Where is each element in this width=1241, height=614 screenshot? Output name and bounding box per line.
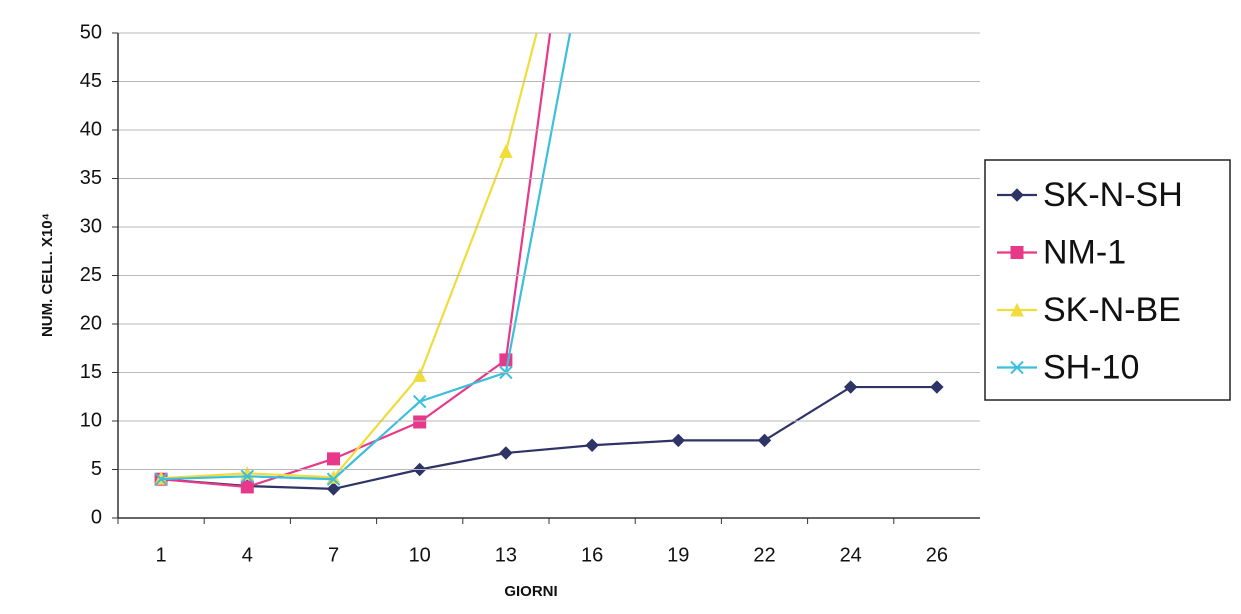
- marker: [412, 368, 427, 382]
- x-tick-label: 1: [156, 544, 167, 566]
- y-tick-label: 25: [80, 264, 102, 286]
- marker: [930, 380, 944, 394]
- marker: [412, 394, 427, 409]
- marker: [1010, 188, 1024, 202]
- y-tick-label: 20: [80, 312, 102, 334]
- y-tick-label: 10: [80, 409, 102, 431]
- marker: [1010, 360, 1024, 375]
- marker: [1010, 302, 1024, 317]
- y-tick-label: 5: [91, 458, 102, 480]
- series-line: [161, 33, 552, 489]
- y-tick-label: 35: [80, 167, 102, 189]
- y-tick-label: 40: [80, 118, 102, 140]
- legend-label: SK-N-SH: [1043, 176, 1183, 214]
- marker: [757, 433, 772, 448]
- x-tick-label: 24: [840, 544, 862, 566]
- y-tick-label: 15: [80, 361, 102, 383]
- legend-box: [984, 159, 1231, 401]
- legend-label: NM-1: [1043, 233, 1126, 271]
- marker: [671, 433, 686, 448]
- y-tick-label: 50: [80, 21, 102, 43]
- marker: [843, 380, 858, 394]
- marker: [326, 482, 341, 496]
- series-line: [161, 33, 538, 480]
- x-axis-title: GIORNI: [504, 583, 557, 600]
- marker: [154, 472, 168, 486]
- marker: [326, 472, 341, 486]
- x-tick-label: 13: [495, 544, 517, 566]
- marker: [240, 469, 255, 483]
- x-tick-label: 10: [409, 544, 431, 566]
- x-tick-label: 26: [926, 544, 948, 566]
- y-tick-label: 0: [91, 506, 102, 528]
- series-line: [161, 385, 937, 491]
- marker: [499, 144, 513, 158]
- x-tick-label: 16: [581, 544, 603, 566]
- legend-label: SH-10: [1043, 348, 1139, 386]
- series-line: [161, 33, 572, 481]
- x-tick-label: 19: [667, 544, 689, 566]
- y-tick-label: 30: [80, 215, 102, 237]
- x-tick-label: 7: [328, 544, 339, 566]
- y-tick-label: 45: [80, 70, 102, 92]
- marker: [413, 415, 427, 429]
- x-tick-label: 4: [242, 544, 253, 566]
- marker: [240, 480, 254, 494]
- marker: [499, 446, 513, 460]
- marker: [1010, 246, 1024, 259]
- legend-label: SK-N-BE: [1043, 291, 1181, 329]
- plot-area: [154, 33, 944, 496]
- marker: [327, 452, 340, 466]
- y-axis-title: NUM. CELL. X10⁴: [39, 213, 56, 337]
- x-tick-label: 22: [753, 544, 775, 566]
- marker: [585, 438, 599, 452]
